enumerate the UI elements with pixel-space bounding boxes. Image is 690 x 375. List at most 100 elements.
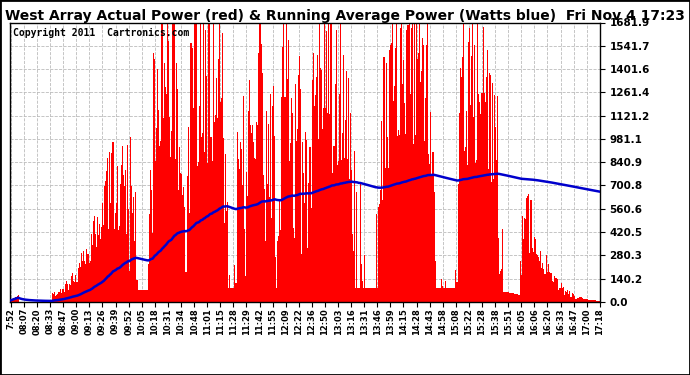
Bar [415,135,416,302]
Bar [205,30,206,302]
Bar [175,159,176,302]
Bar [349,178,350,302]
Bar [100,239,101,302]
Bar [143,290,144,302]
Bar [247,196,248,302]
Bar [475,164,476,302]
Bar [231,288,233,302]
Bar [272,106,273,302]
Bar [544,274,545,302]
Bar [229,275,230,302]
Bar [173,22,174,302]
Bar [55,296,56,302]
Bar [348,78,349,302]
Bar [375,288,376,302]
Bar [78,268,79,302]
Bar [399,135,400,302]
Bar [493,179,494,302]
Bar [17,296,18,302]
Bar [146,290,147,302]
Bar [392,22,393,302]
Bar [313,53,314,302]
Bar [378,207,380,302]
Bar [469,28,470,302]
Bar [523,239,524,302]
Bar [364,255,365,302]
Bar [470,105,471,302]
Bar [444,288,445,302]
Bar [376,214,377,302]
Bar [299,56,300,302]
Bar [110,203,112,302]
Bar [204,152,205,302]
Bar [297,129,298,302]
Bar [83,251,84,302]
Bar [298,75,299,302]
Bar [439,288,440,302]
Bar [428,154,429,302]
Bar [510,293,511,302]
Bar [339,22,341,302]
Bar [473,117,474,302]
Bar [468,42,469,302]
Bar [519,295,520,302]
Bar [584,299,586,302]
Bar [327,113,328,302]
Bar [188,213,190,302]
Bar [342,133,343,302]
Bar [223,138,224,302]
Bar [123,176,124,302]
Bar [491,182,492,302]
Bar [566,292,567,302]
Bar [81,254,82,302]
Bar [457,184,459,302]
Bar [84,261,86,302]
Bar [288,161,290,302]
Bar [421,71,422,302]
Bar [61,293,63,302]
Bar [145,290,146,302]
Bar [219,22,220,302]
Bar [365,288,366,302]
Bar [308,183,310,302]
Bar [400,28,401,302]
Bar [431,174,433,302]
Bar [180,172,181,302]
Bar [228,288,229,302]
Bar [406,30,408,302]
Bar [170,157,171,302]
Bar [401,22,402,302]
Bar [403,60,404,302]
Bar [273,86,274,302]
Bar [63,292,65,302]
Bar [266,111,267,302]
Bar [106,171,107,302]
Bar [218,58,219,302]
Bar [526,198,527,302]
Bar [178,190,179,302]
Bar [540,251,541,302]
Bar [217,118,218,302]
Bar [328,22,329,302]
Bar [201,137,202,302]
Bar [154,60,155,302]
Bar [367,288,368,302]
Bar [122,147,123,302]
Bar [382,200,384,302]
Bar [284,97,286,302]
Bar [294,238,295,302]
Bar [282,47,284,302]
Bar [596,301,597,302]
Bar [149,214,150,302]
Bar [416,22,417,302]
Bar [152,233,153,302]
Bar [251,134,252,302]
Bar [370,288,371,302]
Bar [198,162,199,302]
Bar [518,295,519,302]
Bar [443,288,444,302]
Bar [278,236,279,302]
Bar [305,132,306,302]
Bar [331,22,333,302]
Bar [569,291,570,302]
